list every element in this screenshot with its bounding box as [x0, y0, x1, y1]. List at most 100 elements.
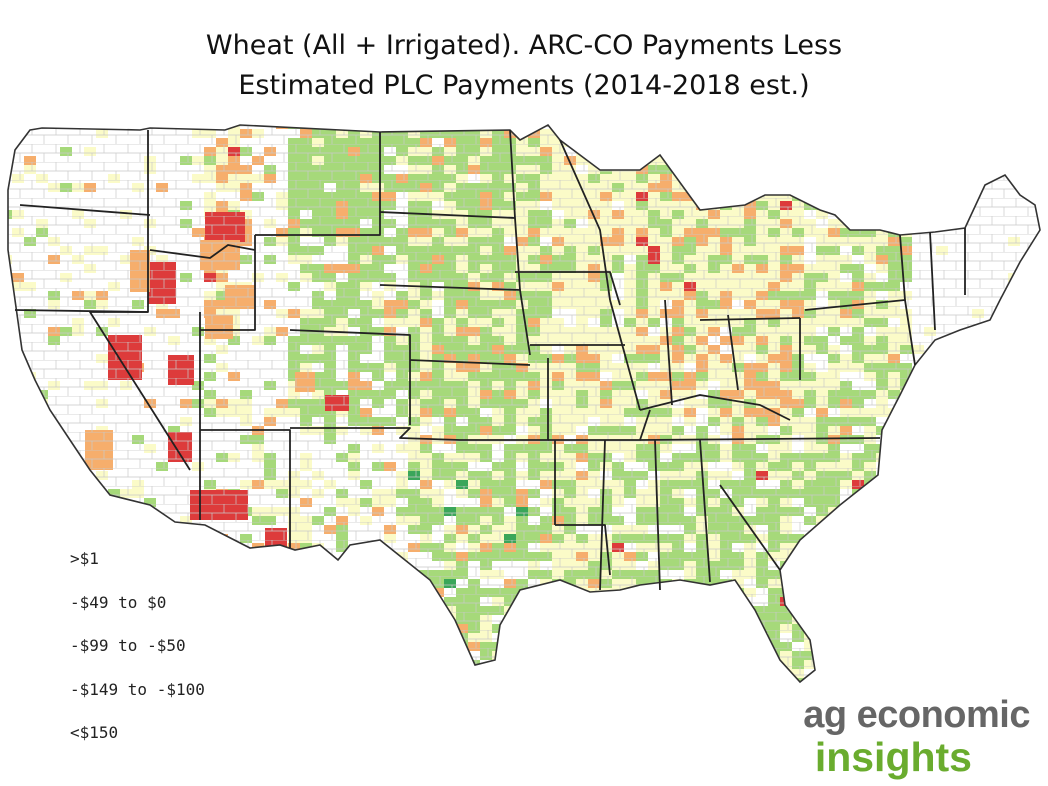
county-cell — [672, 633, 684, 642]
county-cell — [576, 642, 588, 651]
county-cell — [684, 633, 696, 642]
county-cell — [8, 561, 12, 570]
county-cell — [852, 651, 864, 660]
county-cell — [624, 669, 636, 678]
county-cell — [408, 624, 420, 633]
county-cell — [624, 651, 636, 660]
county-cell — [48, 615, 60, 624]
county-cell — [864, 138, 876, 147]
county-cell — [840, 543, 852, 552]
county-cell — [696, 588, 708, 597]
county-cell — [528, 651, 540, 660]
county-cell — [588, 138, 600, 147]
county-cell — [324, 125, 336, 129]
county-cell — [888, 156, 900, 165]
county-cell — [936, 498, 948, 507]
county-cell — [876, 588, 888, 597]
county-cell — [552, 624, 564, 633]
county-cell — [792, 174, 804, 183]
county-cell — [852, 570, 864, 579]
county-cell — [408, 615, 420, 624]
county-cell — [396, 624, 408, 633]
county-cell — [432, 660, 444, 669]
county-cell — [756, 669, 768, 678]
county-cell — [624, 642, 636, 651]
county-cell — [576, 129, 588, 138]
county-cell — [828, 588, 840, 597]
county-cell — [624, 138, 636, 147]
county-cell — [816, 660, 828, 669]
county-cell — [660, 129, 672, 138]
county-cell — [252, 597, 264, 606]
county-cell — [336, 696, 348, 705]
county-cell — [876, 147, 888, 156]
county-cell — [612, 156, 624, 165]
county-cell — [672, 615, 684, 624]
county-cell — [624, 615, 636, 624]
county-cell — [828, 561, 840, 570]
county-cell — [876, 156, 888, 165]
county-cell — [828, 129, 840, 138]
county-cell — [720, 183, 732, 192]
county-cell — [900, 408, 912, 417]
county-cell — [444, 642, 456, 651]
county-cell — [708, 606, 720, 615]
county-cell — [708, 165, 720, 174]
county-cell — [648, 678, 660, 682]
county-cell — [1008, 489, 1020, 498]
county-cell — [528, 687, 540, 696]
county-cell — [8, 273, 12, 282]
county-cell — [648, 129, 660, 138]
county-cell — [588, 633, 600, 642]
county-cell — [684, 660, 696, 669]
county-cell — [1044, 624, 1048, 633]
county-cell — [372, 579, 384, 588]
county-cell — [672, 642, 684, 651]
county-cell — [804, 125, 816, 129]
county-cell — [324, 678, 336, 682]
county-cell — [1032, 678, 1040, 682]
county-cell — [540, 588, 552, 597]
county-cell — [852, 498, 864, 507]
county-cell — [900, 660, 912, 669]
county-cell — [552, 615, 564, 624]
county-cell — [660, 138, 672, 147]
county-cell — [852, 219, 864, 228]
county-cell — [732, 192, 744, 201]
county-cell — [672, 147, 684, 156]
county-cell — [84, 660, 96, 669]
county-cell — [840, 201, 852, 210]
county-cell — [468, 125, 480, 129]
county-cell — [708, 138, 720, 147]
county-cell — [288, 633, 300, 642]
county-cell — [168, 570, 180, 579]
county-cell — [900, 669, 912, 678]
county-cell — [768, 660, 780, 669]
county-cell — [732, 615, 744, 624]
county-cell — [624, 606, 636, 615]
county-cell — [696, 633, 708, 642]
county-cell — [612, 615, 624, 624]
county-cell — [720, 156, 732, 165]
county-cell — [492, 696, 504, 705]
county-cell — [312, 696, 324, 705]
county-cell — [864, 651, 876, 660]
county-cell — [36, 615, 48, 624]
county-cell — [300, 669, 312, 678]
county-cell — [852, 552, 864, 561]
county-cell — [816, 552, 828, 561]
county-cell — [588, 678, 600, 682]
county-cell — [924, 615, 936, 624]
county-cell — [312, 597, 324, 606]
county-cell — [768, 125, 780, 129]
county-cell — [864, 615, 876, 624]
county-cell — [684, 125, 696, 129]
county-cell — [828, 552, 840, 561]
county-cell — [240, 624, 252, 633]
county-cell — [900, 606, 912, 615]
county-cell — [696, 624, 708, 633]
county-cell — [48, 534, 60, 543]
county-cell — [552, 633, 564, 642]
county-cell — [900, 165, 912, 174]
